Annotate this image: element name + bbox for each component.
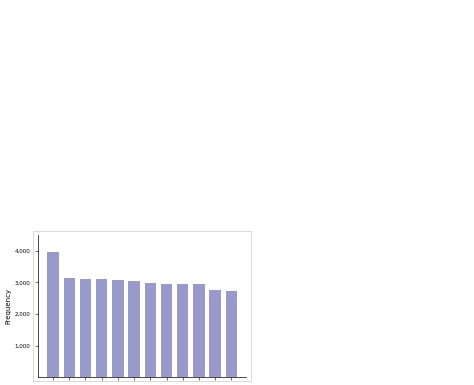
Bar <box>112 280 124 377</box>
Bar <box>161 284 172 377</box>
Bar <box>47 252 59 377</box>
Y-axis label: Frequency: Frequency <box>6 288 12 324</box>
Bar <box>128 281 140 377</box>
Bar <box>64 278 75 377</box>
Bar <box>210 290 221 377</box>
Bar <box>80 279 91 377</box>
Bar <box>193 284 205 377</box>
Bar <box>145 283 156 377</box>
Bar <box>177 284 188 377</box>
Bar <box>96 280 107 377</box>
Bar <box>226 291 237 377</box>
